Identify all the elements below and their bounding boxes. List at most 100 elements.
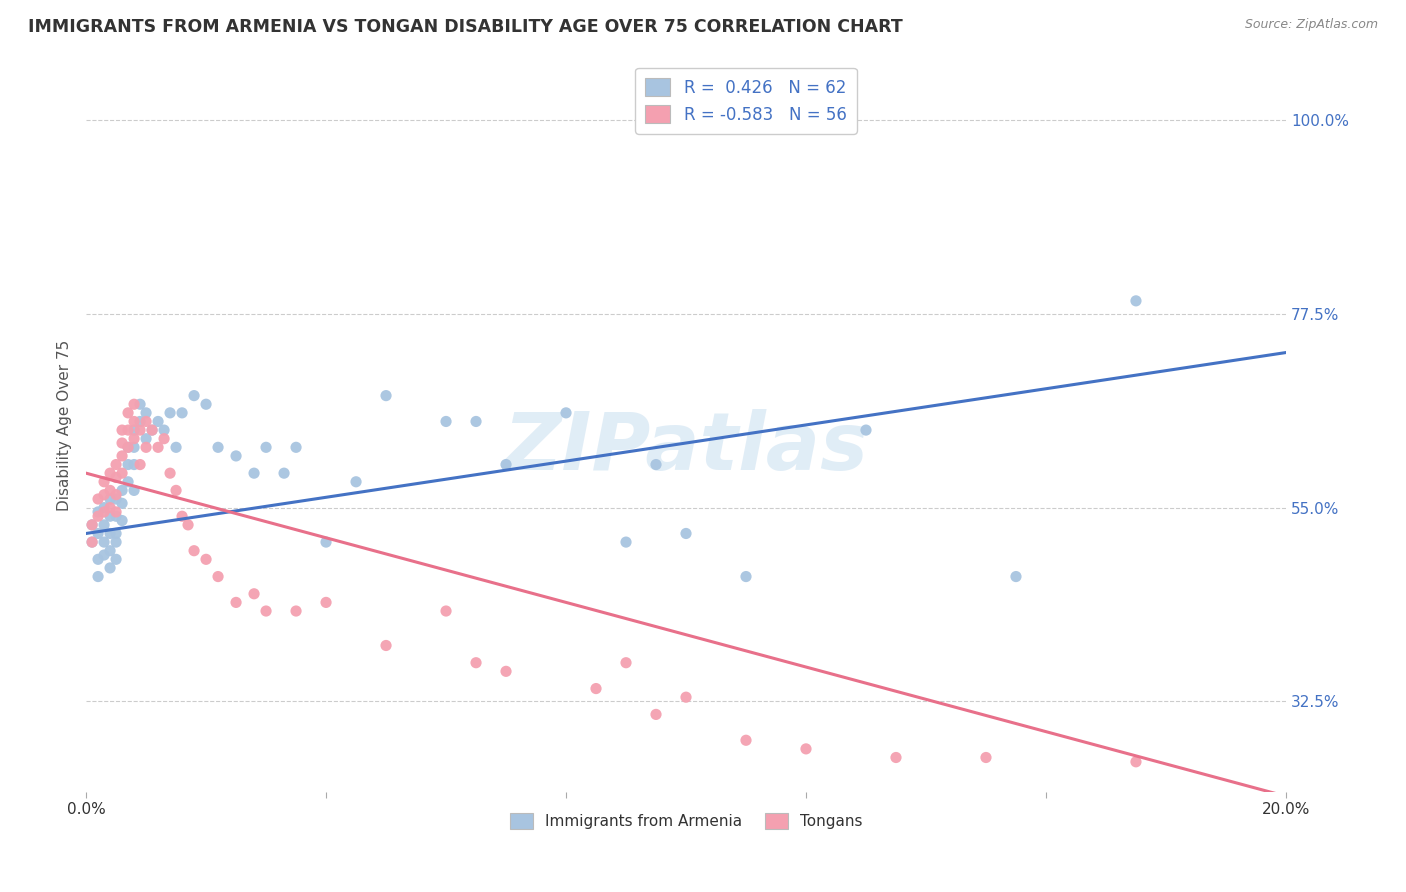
Point — [105, 509, 128, 524]
Point — [183, 389, 205, 403]
Point — [111, 496, 134, 510]
Point — [122, 397, 145, 411]
Point — [122, 432, 145, 446]
Point — [117, 440, 139, 454]
Point — [98, 500, 121, 515]
Point — [159, 466, 181, 480]
Point — [165, 483, 187, 498]
Point — [98, 526, 121, 541]
Point — [315, 535, 337, 549]
Point — [93, 488, 115, 502]
Point — [93, 517, 115, 532]
Point — [285, 604, 308, 618]
Point — [129, 458, 152, 472]
Point — [855, 423, 877, 437]
Point — [87, 491, 110, 506]
Point — [614, 656, 637, 670]
Point — [159, 406, 181, 420]
Point — [207, 569, 229, 583]
Text: ZIPatlas: ZIPatlas — [503, 409, 869, 487]
Point — [135, 440, 157, 454]
Point — [135, 432, 157, 446]
Point — [80, 535, 103, 549]
Point — [495, 458, 517, 472]
Point — [129, 415, 152, 429]
Point — [93, 500, 115, 515]
Point — [111, 514, 134, 528]
Point — [434, 604, 457, 618]
Point — [1005, 569, 1028, 583]
Point — [87, 552, 110, 566]
Point — [117, 423, 139, 437]
Point — [1125, 755, 1147, 769]
Point — [254, 604, 277, 618]
Point — [80, 535, 103, 549]
Point — [207, 440, 229, 454]
Point — [111, 423, 134, 437]
Point — [465, 656, 488, 670]
Point — [170, 406, 193, 420]
Point — [122, 440, 145, 454]
Point — [315, 595, 337, 609]
Point — [105, 491, 128, 506]
Point — [93, 535, 115, 549]
Text: IMMIGRANTS FROM ARMENIA VS TONGAN DISABILITY AGE OVER 75 CORRELATION CHART: IMMIGRANTS FROM ARMENIA VS TONGAN DISABI… — [28, 18, 903, 36]
Point — [735, 733, 758, 747]
Point — [285, 440, 308, 454]
Point — [98, 491, 121, 506]
Point — [98, 466, 121, 480]
Point — [98, 483, 121, 498]
Point — [675, 526, 697, 541]
Point — [735, 569, 758, 583]
Point — [98, 543, 121, 558]
Point — [243, 587, 266, 601]
Point — [495, 665, 517, 679]
Point — [645, 707, 668, 722]
Point — [254, 440, 277, 454]
Point — [129, 423, 152, 437]
Point — [375, 639, 398, 653]
Point — [146, 440, 169, 454]
Point — [585, 681, 607, 696]
Point — [273, 466, 295, 480]
Point — [195, 397, 218, 411]
Point — [80, 517, 103, 532]
Point — [117, 406, 139, 420]
Point — [117, 475, 139, 489]
Point — [105, 458, 128, 472]
Point — [183, 543, 205, 558]
Point — [974, 750, 997, 764]
Point — [105, 535, 128, 549]
Point — [122, 415, 145, 429]
Point — [135, 406, 157, 420]
Point — [645, 458, 668, 472]
Point — [1125, 293, 1147, 308]
Point — [80, 517, 103, 532]
Point — [153, 423, 176, 437]
Point — [98, 509, 121, 524]
Legend: Immigrants from Armenia, Tongans: Immigrants from Armenia, Tongans — [503, 806, 869, 836]
Point — [434, 415, 457, 429]
Point — [122, 458, 145, 472]
Point — [98, 561, 121, 575]
Point — [87, 505, 110, 519]
Point — [375, 389, 398, 403]
Point — [117, 440, 139, 454]
Point — [93, 505, 115, 519]
Point — [153, 432, 176, 446]
Point — [146, 415, 169, 429]
Point — [884, 750, 907, 764]
Point — [177, 517, 200, 532]
Point — [111, 466, 134, 480]
Point — [225, 449, 247, 463]
Point — [225, 595, 247, 609]
Point — [87, 526, 110, 541]
Point — [675, 690, 697, 705]
Point — [122, 423, 145, 437]
Point — [344, 475, 367, 489]
Point — [794, 742, 817, 756]
Point — [141, 423, 163, 437]
Point — [129, 397, 152, 411]
Point — [105, 505, 128, 519]
Text: Source: ZipAtlas.com: Source: ZipAtlas.com — [1244, 18, 1378, 31]
